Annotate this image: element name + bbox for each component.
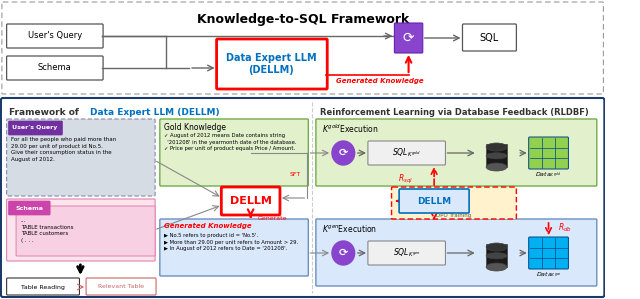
Text: User's Query: User's Query [12,126,58,130]
Text: $Data_{K^{gold}}$: $Data_{K^{gold}}$ [535,170,562,179]
Text: Generate: Generate [257,216,287,220]
Text: ▶ No.5 refers to product id = 'No.5'.
▶ More than 29.00 per unit refers to Amoun: ▶ No.5 refers to product id = 'No.5'. ▶ … [164,233,298,251]
FancyBboxPatch shape [368,241,445,265]
Text: For all the people who paid more than
29.00 per unit of product id No.5.
Give th: For all the people who paid more than 29… [12,137,116,162]
Text: SQL: SQL [479,33,499,43]
Text: $Data_{K^{gen}}$: $Data_{K^{gen}}$ [536,270,561,279]
Text: SFT: SFT [289,173,301,178]
Text: Data Expert LLM (DELLM): Data Expert LLM (DELLM) [90,108,220,117]
Text: $R_{sql}$: $R_{sql}$ [398,173,413,186]
FancyBboxPatch shape [216,39,327,89]
FancyBboxPatch shape [6,119,155,196]
Text: Gold Knowledge: Gold Knowledge [164,123,226,132]
Text: Generated Knowledge: Generated Knowledge [164,223,252,229]
FancyBboxPatch shape [529,137,568,169]
FancyBboxPatch shape [6,199,155,261]
Text: Relevant Table: Relevant Table [98,285,144,289]
Text: DELLM: DELLM [230,196,271,206]
Text: $SQL_{K^{gen}}$: $SQL_{K^{gen}}$ [393,247,420,259]
Text: Knowledge-to-SQL Framework: Knowledge-to-SQL Framework [196,13,409,26]
Bar [486,144,507,167]
FancyBboxPatch shape [86,278,156,295]
FancyBboxPatch shape [1,98,604,297]
Text: $K^{gold}$Execution: $K^{gold}$Execution [321,123,378,135]
Text: User's Query: User's Query [28,31,82,40]
Text: DELLM: DELLM [417,196,451,205]
FancyBboxPatch shape [463,24,516,51]
Ellipse shape [486,243,507,251]
FancyBboxPatch shape [8,201,50,215]
Text: ...
TABLE transactions
TABLE customers
( . . .: ... TABLE transactions TABLE customers (… [21,218,74,243]
Ellipse shape [486,153,507,159]
Ellipse shape [486,263,507,271]
Text: Reinforcement Learning via Database Feedback (RLDBF): Reinforcement Learning via Database Feed… [319,108,588,117]
Bar [486,244,507,267]
FancyBboxPatch shape [221,187,280,215]
FancyBboxPatch shape [6,278,79,295]
FancyBboxPatch shape [6,56,103,80]
Text: $SQL_{K^{gold}}$: $SQL_{K^{gold}}$ [392,147,421,159]
Text: Schema: Schema [38,63,72,72]
Circle shape [332,141,355,165]
Text: Generated Knowledge: Generated Knowledge [336,78,424,84]
FancyBboxPatch shape [529,237,568,269]
Ellipse shape [486,143,507,151]
FancyBboxPatch shape [392,187,516,219]
FancyBboxPatch shape [399,189,469,213]
FancyBboxPatch shape [316,119,596,186]
Text: ✓ August of 2012 means Date contains string
  '201208' in the yearmonth date of : ✓ August of 2012 means Date contains str… [164,133,296,151]
FancyBboxPatch shape [8,121,63,135]
Ellipse shape [486,253,507,259]
Ellipse shape [486,163,507,171]
Text: DPO Training: DPO Training [436,213,472,218]
Text: Framework of: Framework of [10,108,83,117]
FancyBboxPatch shape [368,141,445,165]
FancyBboxPatch shape [394,23,423,53]
Text: ⟳: ⟳ [339,148,348,158]
Text: ⟳: ⟳ [339,248,348,258]
FancyBboxPatch shape [160,119,308,186]
FancyBboxPatch shape [160,219,308,276]
Text: $R_{db}$: $R_{db}$ [558,222,572,234]
Text: $K^{gen}$Execution: $K^{gen}$Execution [321,223,376,234]
FancyBboxPatch shape [16,206,155,256]
Text: Data Expert LLM
(DELLM): Data Expert LLM (DELLM) [226,53,317,75]
FancyBboxPatch shape [6,24,103,48]
Circle shape [332,241,355,265]
FancyBboxPatch shape [2,2,604,94]
Text: Schema: Schema [15,205,44,210]
FancyBboxPatch shape [316,219,596,286]
Text: Table Reading: Table Reading [20,285,65,289]
Text: ⟳: ⟳ [403,31,414,45]
